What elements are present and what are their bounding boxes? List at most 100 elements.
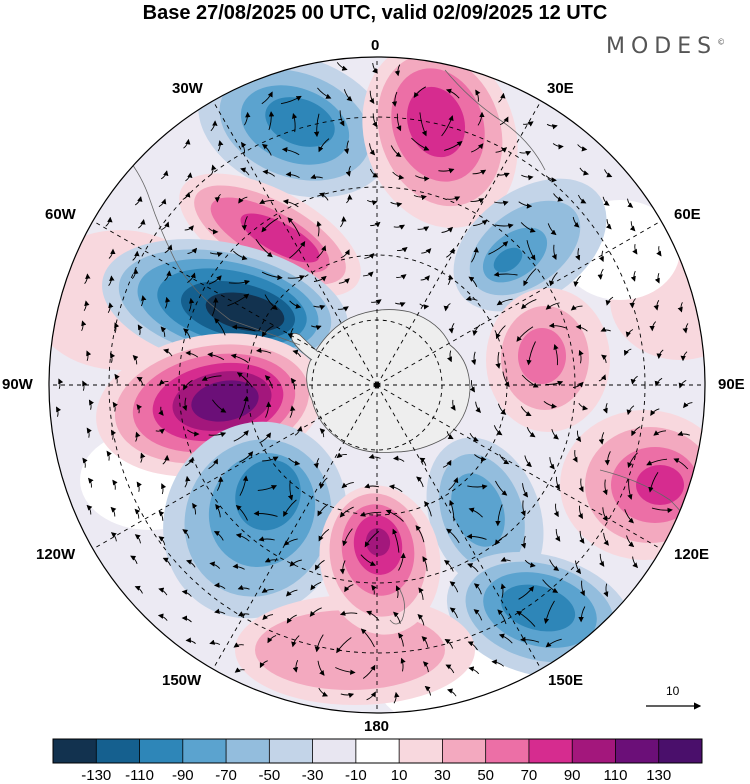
wind-arrow [239,451,254,463]
wind-arrow [673,458,689,470]
wind-arrow [257,485,278,491]
wind-arrow [112,479,118,490]
wind-arrow [313,113,320,138]
wind-arrow [344,584,354,593]
wind-arrow [578,606,586,623]
wind-arrow [366,691,376,701]
wind-arrow [472,324,481,336]
wind-arrow [286,614,297,624]
wind-arrow [396,274,407,280]
pos-center-85e [486,288,610,432]
wind-arrow [233,642,244,648]
wind-arrow [369,90,375,104]
wind-arrow [424,685,432,696]
wind-arrow [467,563,479,573]
wind-arrow [214,193,221,203]
wind-arrow [228,279,250,286]
wind-arrow [313,275,327,282]
wind-arrow [470,351,477,366]
wind-arrow [551,428,559,440]
wind-arrow [134,196,143,206]
wind-arrow [577,144,588,152]
wind-arrow [261,143,272,156]
wind-arrow [309,607,322,617]
wind-arrow [419,303,430,310]
wind-arrow [469,380,475,393]
wind-arrow [364,253,375,259]
wind-arrow [656,246,662,257]
wind-arrow [494,200,509,206]
wind-arrow [292,349,302,358]
wind-arrow [500,556,511,562]
wind-arrow [283,499,297,517]
wind-arrow [282,198,299,208]
wind-arrow [520,636,540,643]
wind-arrow [599,553,605,567]
wind-arrow [466,533,487,540]
wind-arrow [259,432,271,444]
wind-arrow [468,507,483,518]
wind-arrow [393,224,405,230]
brand-mark: © [717,37,726,47]
wind-arrow [575,248,581,261]
wind-arrow [394,64,401,77]
wind-arrow [415,175,430,182]
wind-arrow [318,138,330,153]
vector-scale-label: 10 [666,684,680,698]
colorbar-swatch [139,739,184,763]
wind-arrow [360,554,376,566]
wind-arrow [285,589,298,597]
wind-arrow [212,399,227,413]
wind-arrow [238,196,248,204]
wind-arrow [467,484,488,490]
wind-arrow [555,528,561,542]
wind-arrow [395,302,406,308]
wind-arrow [680,351,688,362]
wind-arrow [82,380,88,391]
wind-arrow [398,552,406,571]
wind-arrow [188,297,195,312]
wind-arrow [135,431,141,442]
wind-arrow [424,500,432,517]
wind-arrow [319,428,326,438]
colorbar-swatch [53,739,97,763]
wind-arrow [316,220,322,237]
wind-arrow [390,201,403,208]
wind-arrow [629,221,636,232]
colorbar-label: -90 [171,767,194,784]
wind-arrow [336,452,347,459]
wind-arrow [262,169,275,177]
wind-arrow [393,455,405,462]
wind-arrow [114,322,120,334]
wind-arrow [553,193,564,202]
wind-arrow [369,143,376,156]
wind-arrow [337,306,349,312]
wind-arrow [526,341,536,366]
wind-arrow [518,585,534,600]
wind-arrow [524,455,532,468]
wind-arrow [623,348,632,356]
wind-arrow [363,271,374,278]
wind-arrow [310,581,322,591]
wind-arrow [235,533,250,542]
wind-arrow [496,172,510,178]
colorbar-swatch [442,739,487,763]
wind-arrow [372,62,378,74]
wind-arrow [134,534,141,544]
wind-arrow [624,509,634,524]
wind-arrow [163,348,173,357]
wind-arrow [366,610,380,621]
wind-arrow [164,296,171,309]
wind-arrow [495,351,501,369]
wind-arrow [653,300,660,311]
wind-arrow [549,559,560,571]
wind-arrow [214,582,226,589]
wind-arrow [605,296,614,306]
wind-arrow [160,326,167,337]
colorbar-label: 30 [434,767,451,784]
wind-arrow [444,639,454,649]
colorbar-label: 90 [563,767,581,784]
wind-arrow [443,303,451,312]
wind-arrow [468,276,478,288]
wind-arrow [441,226,454,233]
